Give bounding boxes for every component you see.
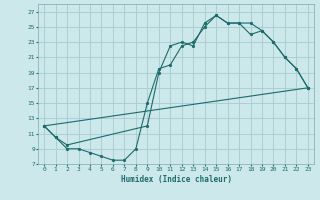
X-axis label: Humidex (Indice chaleur): Humidex (Indice chaleur) bbox=[121, 175, 231, 184]
